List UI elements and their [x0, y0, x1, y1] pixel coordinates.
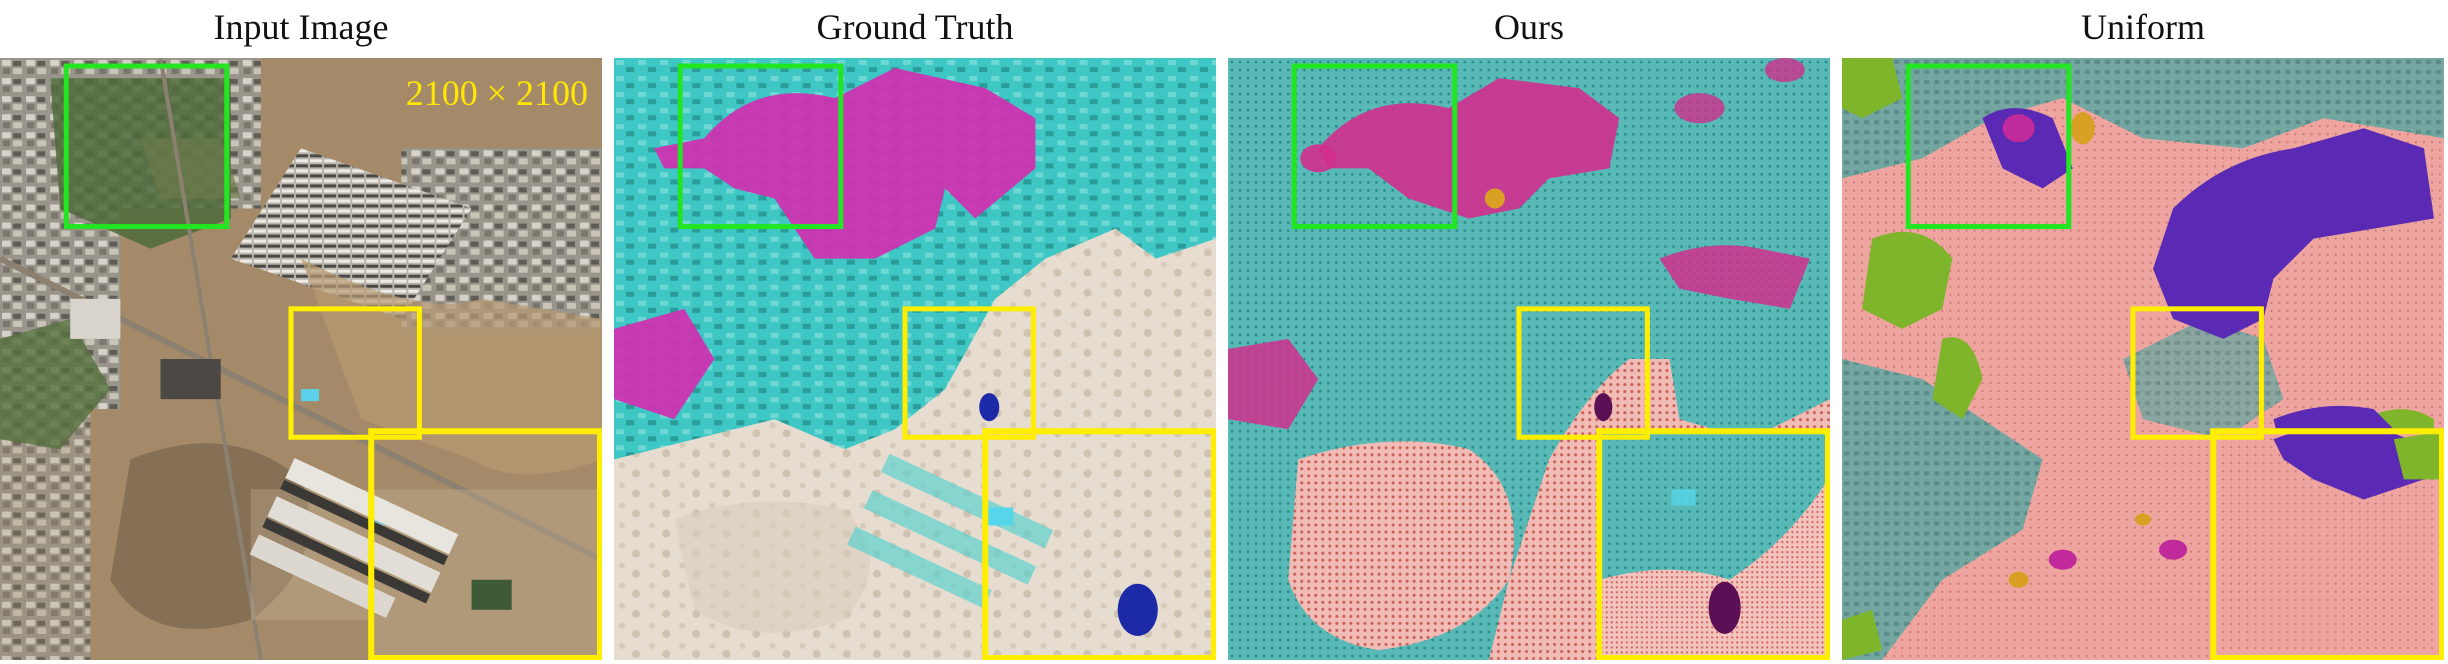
green-zoom-box [677, 63, 844, 230]
zoom-boxes-ours [1291, 63, 1830, 660]
input-image-title: Input Image [213, 7, 389, 47]
zoom-boxes-uniform [1905, 63, 2444, 660]
uniform-prediction [1842, 58, 2444, 660]
ours-panel [1228, 58, 1830, 660]
yellow-zoom-box [902, 306, 1036, 440]
resolution-label: 2100 × 2100 [405, 73, 588, 113]
uniform-panel [1842, 58, 2444, 660]
yellow-zoom-box [1516, 306, 1650, 440]
green-zoom-box [1291, 63, 1458, 230]
zoom-boxes-ground-truth [677, 63, 1216, 660]
yellow-zoom-box [288, 306, 422, 440]
satellite-image [0, 58, 602, 660]
ours-title: Ours [1494, 7, 1564, 47]
yellow-zoom-box [2130, 306, 2264, 440]
uniform-title: Uniform [2081, 7, 2205, 47]
ground-truth-mask [614, 58, 1216, 660]
yellow-zoom-inset [368, 428, 602, 660]
ours-prediction [1228, 58, 1830, 660]
yellow-zoom-inset [2210, 428, 2444, 660]
green-zoom-box [1905, 63, 2072, 230]
green-zoom-box [63, 63, 230, 230]
zoom-boxes-input [63, 63, 602, 660]
yellow-zoom-inset [982, 428, 1216, 660]
ground-truth-panel [614, 58, 1216, 660]
yellow-zoom-inset [1596, 428, 1830, 660]
ground-truth-title: Ground Truth [816, 7, 1014, 47]
input-image-panel: 2100 × 2100 [0, 58, 602, 660]
